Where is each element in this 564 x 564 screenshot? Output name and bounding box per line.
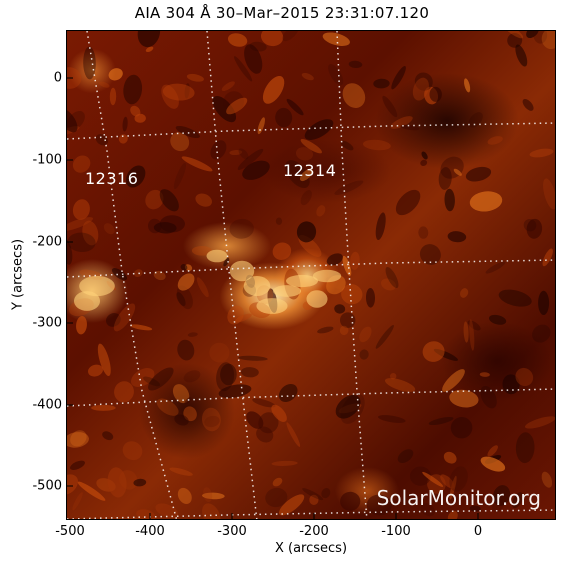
grid-longitude-line bbox=[206, 31, 258, 519]
grid-latitude-line bbox=[67, 122, 555, 140]
grid-latitude-line bbox=[67, 509, 555, 519]
y-tick-label: -200 bbox=[32, 234, 62, 250]
active-region-label: 12316 bbox=[85, 169, 139, 188]
y-tick-label: -500 bbox=[32, 478, 62, 494]
x-tick-label: -100 bbox=[381, 524, 411, 539]
y-tick-label: 0 bbox=[53, 70, 62, 86]
watermark-text: SolarMonitor.org bbox=[376, 486, 541, 510]
grid-latitude-line bbox=[67, 388, 555, 407]
x-tick-label: -300 bbox=[217, 524, 247, 539]
y-axis-label: Y (arcsecs) bbox=[10, 238, 26, 311]
y-tick-label: -300 bbox=[32, 315, 62, 331]
x-tick-label: 0 bbox=[473, 524, 483, 539]
solar-texture bbox=[67, 31, 555, 519]
grid-latitude-line bbox=[67, 259, 555, 278]
x-tick-label: -400 bbox=[135, 524, 165, 539]
y-tick-label: -400 bbox=[32, 397, 62, 413]
heliographic-grid bbox=[67, 31, 555, 519]
grid-longitude-line bbox=[336, 31, 368, 519]
x-axis-label: X (arcsecs) bbox=[274, 541, 348, 556]
image-title: AIA 304 Å 30–Mar–2015 23:31:07.120 bbox=[134, 4, 430, 22]
grid-longitude-line bbox=[86, 31, 178, 519]
y-tick-label: -100 bbox=[32, 152, 62, 168]
x-tick-label: -500 bbox=[55, 524, 85, 539]
active-region-label: 12314 bbox=[283, 161, 337, 180]
x-tick-label: -200 bbox=[299, 524, 329, 539]
solar-image: 12316 12314 SolarMonitor.org bbox=[66, 30, 556, 520]
